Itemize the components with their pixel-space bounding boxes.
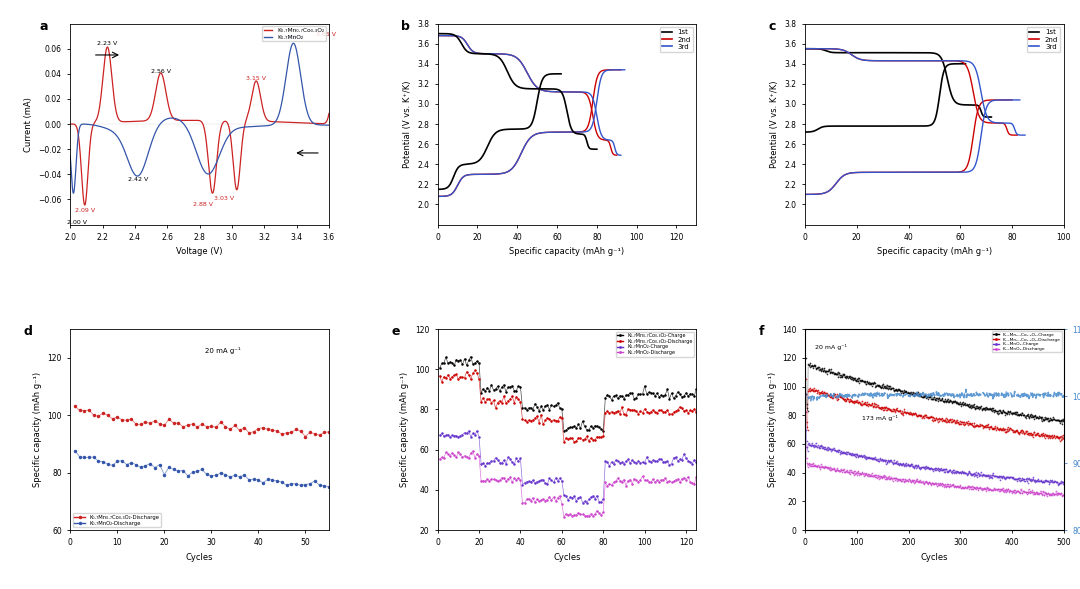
Text: 2.42 V: 2.42 V — [129, 177, 148, 182]
Legend: K₀.₇Mn₀.₇Co₀.₃O₂-Charge, K₀.₇Mn₀.₇Co₀.₃O₂-Discharge, K₀.₇MnO₂-Charge, K₀.₇MnO₂-D: K₀.₇Mn₀.₇Co₀.₃O₂-Charge, K₀.₇Mn₀.₇Co₀.₃O… — [616, 332, 694, 356]
Text: a: a — [39, 19, 48, 32]
Text: 2.56 V: 2.56 V — [151, 69, 171, 74]
Text: 3.65 V: 3.65 V — [315, 32, 336, 37]
Text: 2.23 V: 2.23 V — [97, 41, 118, 46]
Text: d: d — [24, 325, 32, 338]
Text: 3.15 V: 3.15 V — [246, 77, 266, 81]
Legend: K₀.₇Mn₀.₇Co₀.₃O₂-Discharge, K₀.₇MnO₂-Discharge: K₀.₇Mn₀.₇Co₀.₃O₂-Discharge, K₀.₇MnO₂-Dis… — [72, 513, 161, 528]
X-axis label: Voltage (V): Voltage (V) — [176, 247, 222, 256]
X-axis label: Specific capacity (mAh g⁻¹): Specific capacity (mAh g⁻¹) — [877, 247, 993, 256]
Y-axis label: Specific capacity (mAh g⁻¹): Specific capacity (mAh g⁻¹) — [401, 372, 409, 487]
Legend: K₀.₇Mn₀.₇Co₀.₃O₂, K₀.₇MnO₂: K₀.₇Mn₀.₇Co₀.₃O₂, K₀.₇MnO₂ — [262, 27, 326, 41]
Text: 3.03 V: 3.03 V — [214, 196, 234, 201]
Text: 2.00 V: 2.00 V — [67, 220, 86, 224]
Y-axis label: Potential (V vs. K⁺/K): Potential (V vs. K⁺/K) — [403, 80, 411, 168]
Y-axis label: Current (mA): Current (mA) — [24, 97, 32, 151]
Text: 20 mA g⁻¹: 20 mA g⁻¹ — [815, 344, 848, 350]
Text: c: c — [769, 19, 777, 32]
Text: 20 mA g⁻¹: 20 mA g⁻¹ — [205, 347, 241, 354]
X-axis label: Specific capacity (mAh g⁻¹): Specific capacity (mAh g⁻¹) — [510, 247, 624, 256]
Text: f: f — [758, 325, 764, 338]
Text: 173 mA g⁻¹: 173 mA g⁻¹ — [862, 415, 897, 421]
Text: 2.09 V: 2.09 V — [75, 209, 95, 213]
Y-axis label: Specific capacity (mAh g⁻¹): Specific capacity (mAh g⁻¹) — [768, 372, 777, 487]
Legend: K₀.₇Mn₀.₇Co₀.₃O₂-Charge, K₀.₇Mn₀.₇Co₀.₃O₂-Discharge, K₀.₇MnO₂-Charge, K₀.₇MnO₂-D: K₀.₇Mn₀.₇Co₀.₃O₂-Charge, K₀.₇Mn₀.₇Co₀.₃O… — [993, 332, 1062, 352]
X-axis label: Cycles: Cycles — [553, 553, 581, 562]
Legend: 1st, 2nd, 3rd: 1st, 2nd, 3rd — [1027, 27, 1061, 52]
Y-axis label: Potential (V vs. K⁺/K): Potential (V vs. K⁺/K) — [770, 80, 779, 168]
X-axis label: Cycles: Cycles — [920, 553, 948, 562]
Text: 3.38 V: 3.38 V — [283, 35, 303, 40]
Y-axis label: Specific capacity (mAh g⁻¹): Specific capacity (mAh g⁻¹) — [32, 372, 42, 487]
Text: 2.88 V: 2.88 V — [193, 202, 213, 207]
Legend: 1st, 2nd, 3rd: 1st, 2nd, 3rd — [660, 27, 693, 52]
Text: b: b — [402, 19, 410, 32]
X-axis label: Cycles: Cycles — [186, 553, 214, 562]
Text: e: e — [391, 325, 400, 338]
